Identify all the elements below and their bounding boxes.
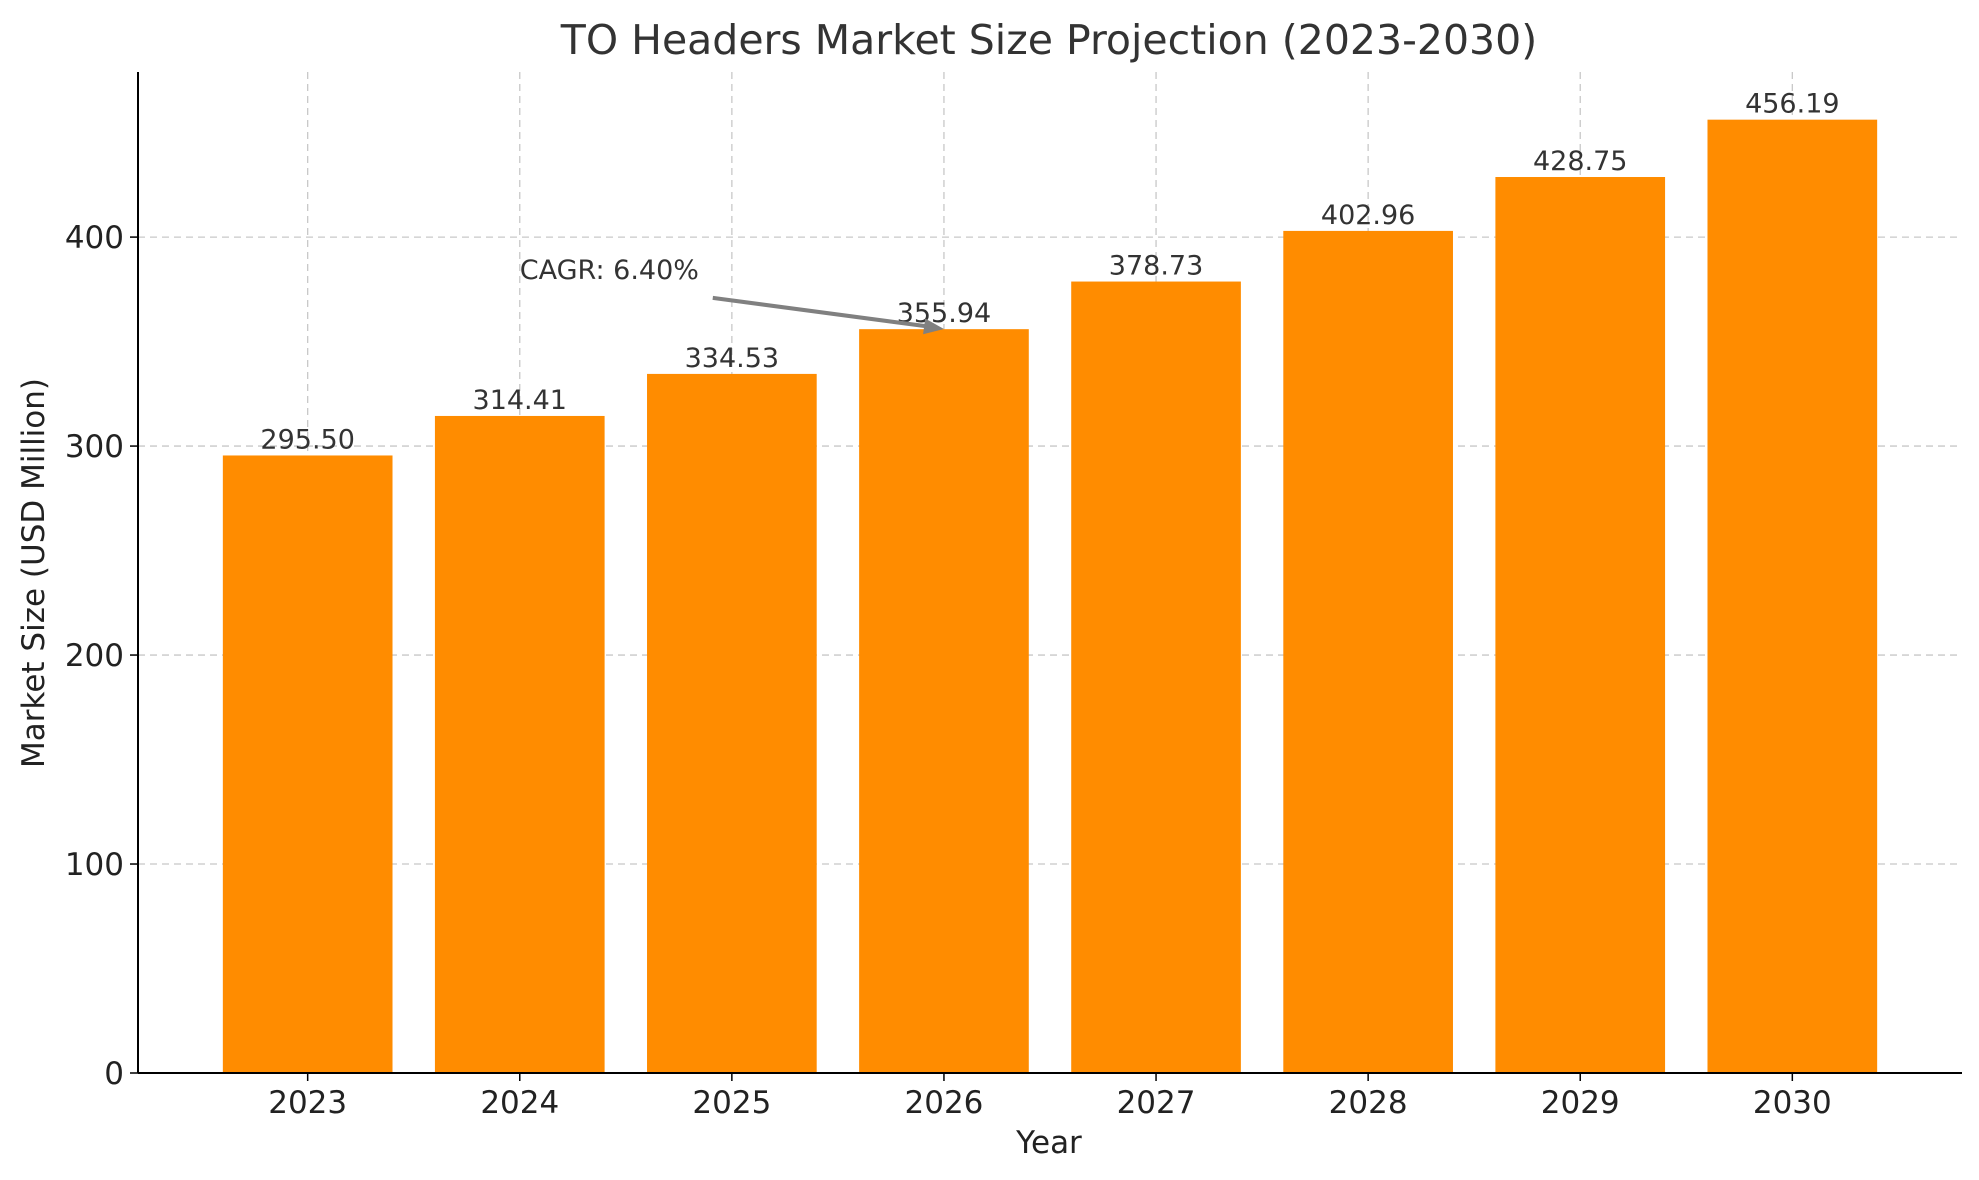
annotation-arrow-head: [923, 318, 944, 335]
y-tick-label: 100: [65, 847, 124, 883]
bar-2029: [1495, 177, 1666, 1073]
data-label-2029: 428.75: [1533, 146, 1627, 177]
bar-2027: [1071, 281, 1241, 1073]
x-tick-label-2025: 2025: [692, 1085, 771, 1121]
bar-2025: [647, 373, 817, 1073]
data-label-2030: 456.19: [1745, 89, 1839, 120]
data-label-2028: 402.96: [1321, 200, 1415, 231]
bar-2024: [434, 415, 605, 1073]
x-tick-label-2029: 2029: [1541, 1085, 1620, 1121]
cagr-annotation-text: CAGR: 6.40%: [520, 255, 699, 286]
x-tick-label-2027: 2027: [1117, 1085, 1196, 1121]
x-tick-label-2024: 2024: [480, 1085, 559, 1121]
chart-title: TO Headers Market Size Projection (2023-…: [560, 16, 1537, 64]
data-label-2024: 314.41: [473, 385, 567, 416]
data-label-2025: 334.53: [685, 343, 779, 374]
bars: [222, 119, 1878, 1074]
x-tick-label-2023: 2023: [268, 1085, 347, 1121]
data-label-2027: 378.73: [1109, 251, 1203, 282]
x-tick-label-2030: 2030: [1753, 1085, 1832, 1121]
bar-2023: [222, 455, 393, 1073]
annotation-arrow-line: [712, 295, 937, 330]
bar-2026: [859, 329, 1029, 1074]
x-axis-label: Year: [1015, 1125, 1082, 1161]
axes: 0 100 200 300 400 2023 2024 2025 2026 2027 2028 202…: [65, 72, 1962, 1121]
data-labels: 295.50314.41334.53355.94378.73402.96428.…: [260, 89, 1839, 456]
cagr-annotation: CAGR: 6.40%: [520, 255, 944, 335]
grid: [138, 72, 1962, 1073]
y-axis-label: Market Size (USD Million): [16, 378, 52, 768]
bar-2030: [1707, 119, 1878, 1073]
data-label-2023: 295.50: [260, 424, 354, 455]
y-tick-label: 300: [65, 429, 124, 465]
y-tick-label: 400: [65, 220, 124, 256]
y-tick-label: 200: [65, 638, 124, 674]
x-tick-label-2028: 2028: [1329, 1085, 1408, 1121]
x-tick-label-2026: 2026: [905, 1085, 984, 1121]
y-tick-label: 0: [104, 1056, 124, 1092]
bar-2028: [1283, 230, 1453, 1074]
